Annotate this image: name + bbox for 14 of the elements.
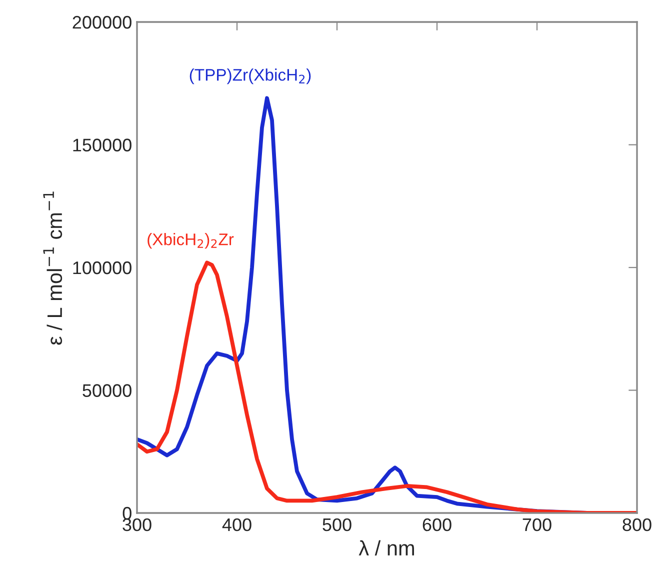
y-axis-title: ε / L mol$^{−1}$ cm$^{−1}$ <box>43 192 62 345</box>
x-tick-label: 500 <box>322 518 352 532</box>
y-tick-label: 200000 <box>72 16 132 29</box>
series-label: (TPP)Zr(XbicH$_{2}$) <box>190 68 311 84</box>
x-tick-label: 800 <box>622 518 652 532</box>
y-tick-label: 150000 <box>73 138 132 152</box>
x-tick-label: 300 <box>122 518 152 532</box>
x-tick-label: 600 <box>422 518 452 532</box>
x-axis-title: λ / nm <box>358 540 414 556</box>
y-tick-label: 50000 <box>82 384 132 397</box>
series-label: (XbicH$_{2}$)$_{2}$Zr <box>148 233 234 249</box>
y-tick-label: 100000 <box>73 261 132 274</box>
x-tick-label: 400 <box>222 518 252 532</box>
x-tick-label: 700 <box>522 518 552 532</box>
